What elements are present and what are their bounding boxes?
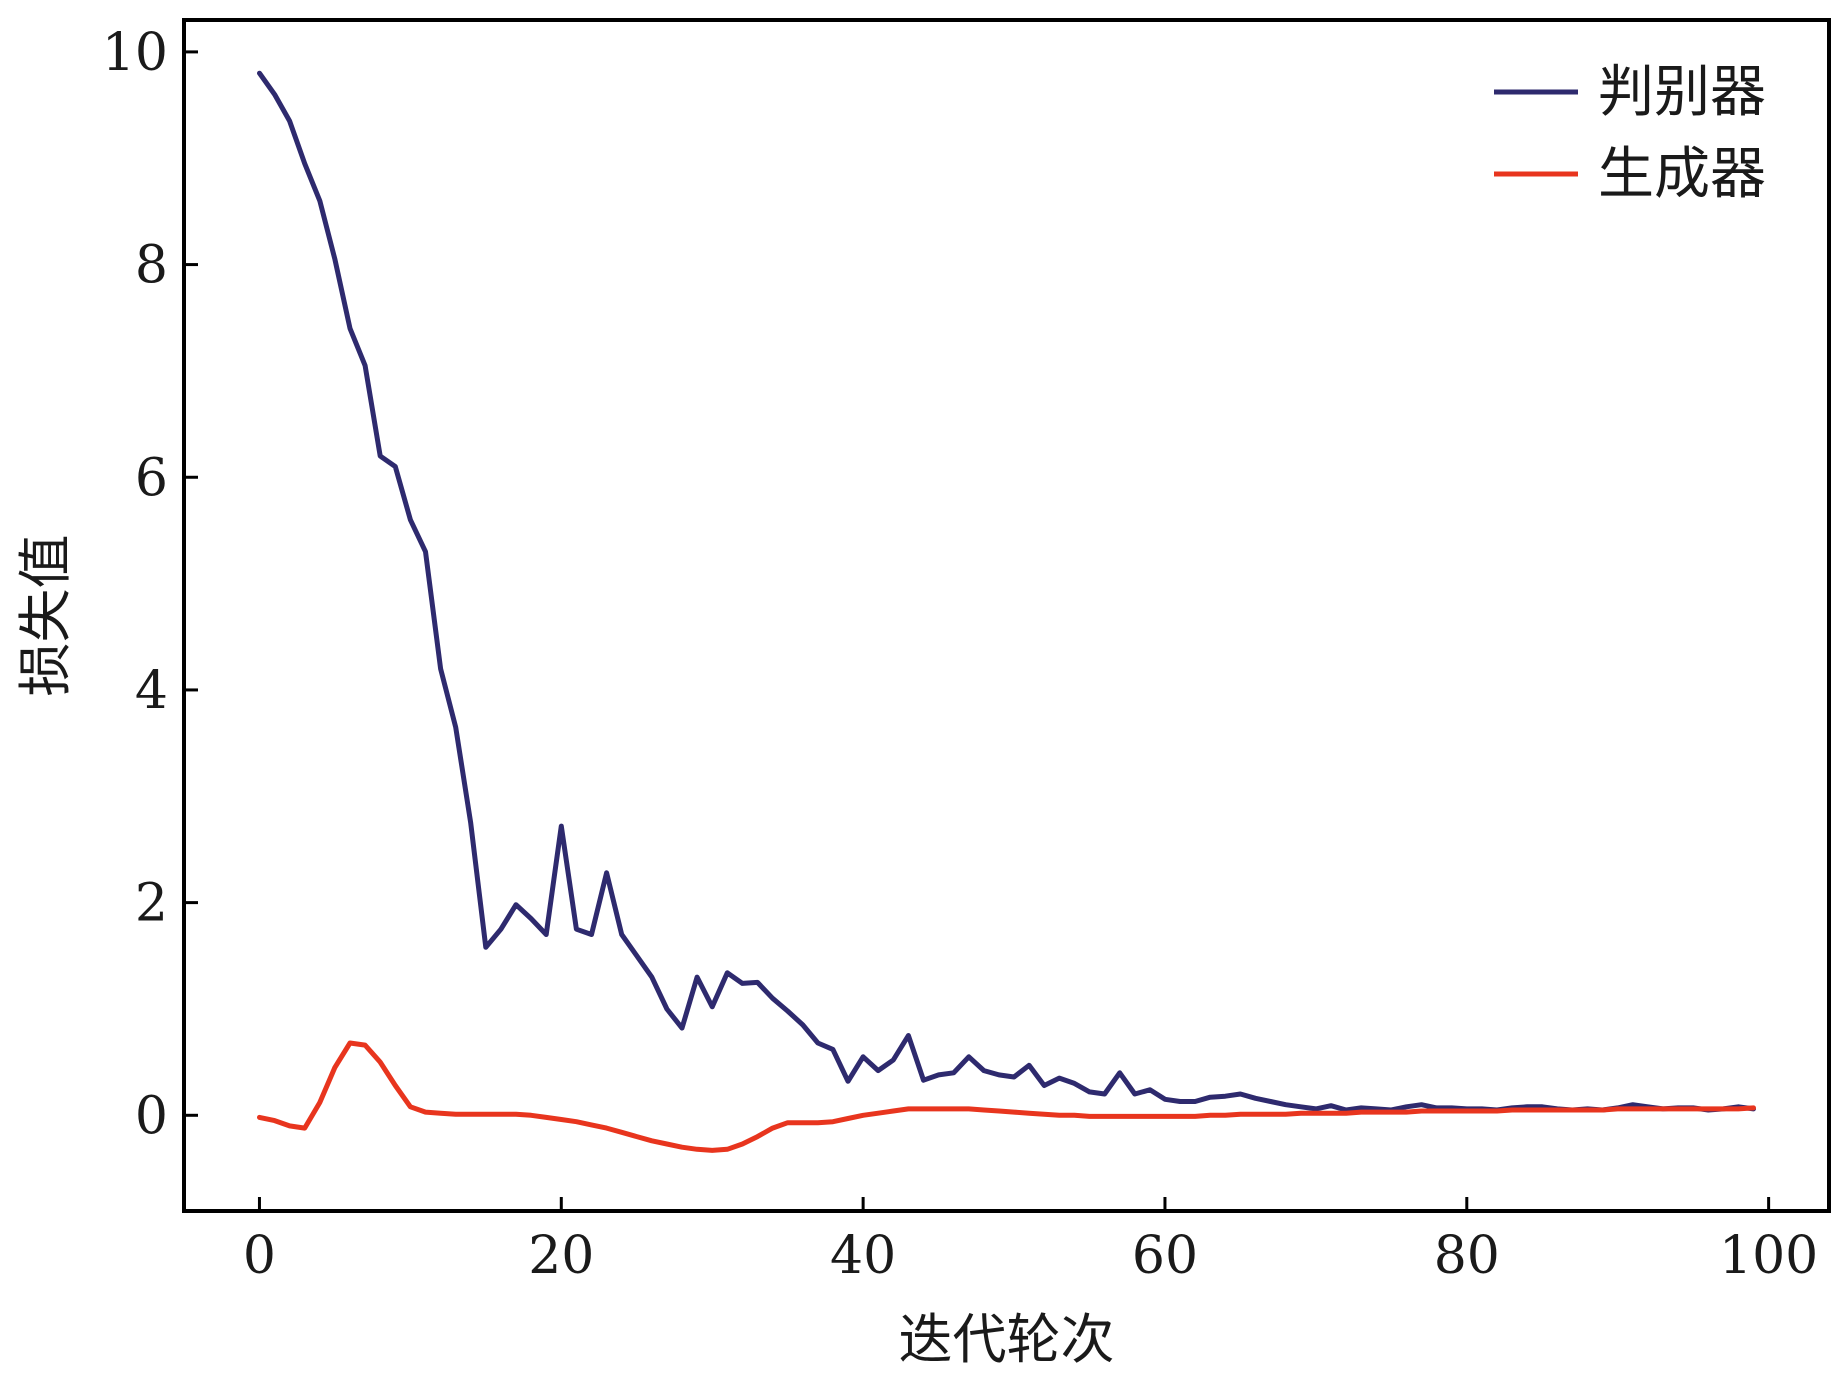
- x-tick-label: 100: [1719, 1226, 1818, 1286]
- y-tick-label: 8: [135, 236, 168, 296]
- series-line-0: [257, 70, 1756, 1113]
- y-tick-label: 6: [135, 448, 168, 508]
- y-axis-label: 损失值: [14, 535, 77, 697]
- series-layer: [257, 70, 1756, 1153]
- x-tick-label: 60: [1132, 1226, 1198, 1286]
- legend-label: 判别器: [1598, 60, 1766, 125]
- y-tick-label: 2: [135, 874, 168, 934]
- series-line-1: [257, 1040, 1756, 1153]
- plot-frame: [182, 18, 1831, 1213]
- y-tick-label: 10: [102, 23, 168, 83]
- x-axis-label: 迭代轮次: [899, 1308, 1115, 1371]
- legend-label: 生成器: [1598, 142, 1766, 207]
- x-tick-label: 40: [830, 1226, 896, 1286]
- x-tick-label: 0: [243, 1226, 276, 1286]
- x-tick-label: 20: [528, 1226, 594, 1286]
- y-tick-label: 4: [135, 661, 168, 721]
- y-tick-label: 0: [135, 1086, 168, 1146]
- x-tick-label: 80: [1434, 1226, 1500, 1286]
- ticks-layer: 0 20 40 60 80 100 0 2 4 6 8 10: [102, 23, 1818, 1286]
